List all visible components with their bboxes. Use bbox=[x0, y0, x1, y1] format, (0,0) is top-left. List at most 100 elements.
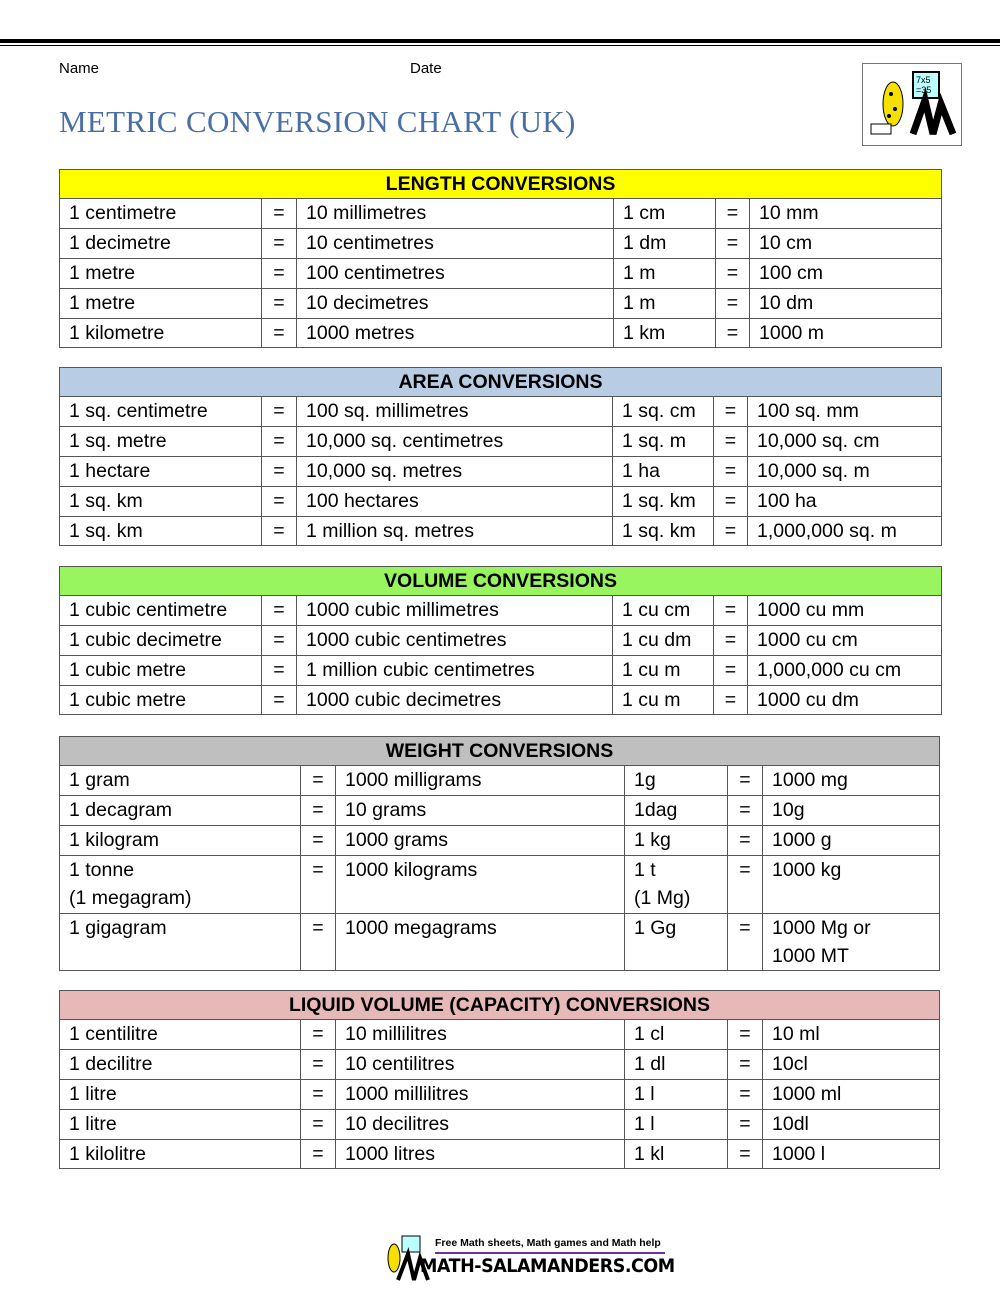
cell-equals: = bbox=[261, 198, 297, 229]
cell-equivalent: 10 millilitres bbox=[335, 1019, 625, 1050]
cell-abbr-equals: = bbox=[715, 288, 750, 319]
liquid-conversions-table: LIQUID VOLUME (CAPACITY) CONVERSIONS 1 ce… bbox=[59, 990, 940, 1169]
table-header: LENGTH CONVERSIONS bbox=[59, 169, 942, 199]
table-header: LIQUID VOLUME (CAPACITY) CONVERSIONS bbox=[59, 990, 940, 1020]
cell-equals: = bbox=[300, 1139, 336, 1169]
cell-abbr-unit: 1 Gg bbox=[624, 913, 728, 971]
cell-abbr-unit: 1 l bbox=[624, 1109, 728, 1140]
cell-abbr-equals: = bbox=[713, 396, 748, 427]
salamander-footer-icon bbox=[387, 1235, 430, 1281]
footer-site-name[interactable]: MATH-SALAMANDERS.COM bbox=[420, 1255, 675, 1277]
table-row: 1 gigagram = 1000 megagrams 1 Gg = 1000 Mg or… bbox=[59, 913, 940, 971]
cell-equivalent: 1000 milligrams bbox=[335, 765, 625, 796]
cell-abbr-equals: = bbox=[715, 198, 750, 229]
cell-abbr-unit: 1 cu cm bbox=[612, 595, 714, 626]
table-row: 1 tonne (1 megagram) = 1000 kilograms 1 t (… bbox=[59, 855, 940, 914]
cell-unit: 1 centilitre bbox=[59, 1019, 301, 1050]
table-row: 1 kilometre = 1000 metres 1 km = 1000 m bbox=[59, 318, 942, 348]
cell-equals: = bbox=[261, 516, 297, 546]
cell-abbr-unit: 1 m bbox=[613, 258, 716, 289]
cell-unit: 1 sq. km bbox=[59, 486, 262, 517]
table-row: 1 litre = 10 decilitres 1 l = 10dl bbox=[59, 1109, 940, 1140]
cell-abbr-equivalent: 1000 g bbox=[762, 825, 940, 856]
cell-abbr-equivalent: 10,000 sq. cm bbox=[747, 426, 942, 457]
cell-abbr-equals: = bbox=[727, 1139, 763, 1169]
cell-equals: = bbox=[261, 685, 297, 715]
cell-unit: 1 cubic decimetre bbox=[59, 625, 262, 656]
cell-abbr-equivalent: 10 cm bbox=[749, 228, 942, 259]
cell-abbr-equivalent: 10cl bbox=[762, 1049, 940, 1080]
date-label: Date bbox=[410, 60, 442, 77]
cell-abbr-equivalent: 1000 ml bbox=[762, 1079, 940, 1110]
cell-equivalent: 1000 cubic centimetres bbox=[296, 625, 613, 656]
cell-unit: 1 kilogram bbox=[59, 825, 301, 856]
cell-equivalent: 1000 megagrams bbox=[335, 913, 625, 971]
cell-abbr-equals: = bbox=[727, 1079, 763, 1110]
cell-abbr-equivalent: 10g bbox=[762, 795, 940, 826]
top-rule bbox=[0, 39, 1000, 43]
cell-abbr-equals: = bbox=[727, 1049, 763, 1080]
cell-equivalent: 1 million sq. metres bbox=[296, 516, 613, 546]
cell-unit: 1 litre bbox=[59, 1109, 301, 1140]
cell-abbr-unit: 1 dm bbox=[613, 228, 716, 259]
table-row: 1 kilolitre = 1000 litres 1 kl = 1000 l bbox=[59, 1139, 940, 1169]
cell-equals: = bbox=[261, 318, 297, 348]
cell-abbr-unit: 1 dl bbox=[624, 1049, 728, 1080]
table-row: 1 cubic centimetre = 1000 cubic millimetre… bbox=[59, 595, 942, 626]
page-title: METRIC CONVERSION CHART (UK) bbox=[59, 104, 576, 139]
table-row: 1 gram = 1000 milligrams 1g = 1000 mg bbox=[59, 765, 940, 796]
cell-equivalent: 10 millimetres bbox=[296, 198, 614, 229]
cell-abbr-unit: 1 cm bbox=[613, 198, 716, 229]
cell-abbr-unit: 1 ha bbox=[612, 456, 714, 487]
cell-abbr-equivalent: 1000 kg bbox=[762, 855, 940, 914]
svg-text:7x5: 7x5 bbox=[916, 75, 931, 85]
cell-abbr-equals: = bbox=[715, 228, 750, 259]
area-conversions-table: AREA CONVERSIONS 1 sq. centimetre = 100 sq.… bbox=[59, 367, 942, 546]
cell-abbr-equals: = bbox=[715, 318, 750, 348]
table-row: 1 cubic metre = 1 million cubic centimetre… bbox=[59, 655, 942, 686]
cell-abbr-equals: = bbox=[713, 685, 748, 715]
cell-abbr-equivalent: 1000 m bbox=[749, 318, 942, 348]
cell-equivalent: 10 decimetres bbox=[296, 288, 614, 319]
cell-abbr-equals: = bbox=[713, 625, 748, 656]
cell-equivalent: 10 decilitres bbox=[335, 1109, 625, 1140]
cell-abbr-equals: = bbox=[713, 655, 748, 686]
cell-abbr-unit: 1 cl bbox=[624, 1019, 728, 1050]
table-row: 1 hectare = 10,000 sq. metres 1 ha = 10,000 s… bbox=[59, 456, 942, 487]
cell-unit: 1 hectare bbox=[59, 456, 262, 487]
cell-equals: = bbox=[261, 625, 297, 656]
footer-brand[interactable]: Free Math sheets, Math games and Math he… bbox=[380, 1234, 680, 1284]
cell-abbr-equivalent: 1,000,000 sq. m bbox=[747, 516, 942, 546]
cell-unit: 1 decimetre bbox=[59, 228, 262, 259]
cell-abbr-equals: = bbox=[727, 795, 763, 826]
table-header: WEIGHT CONVERSIONS bbox=[59, 736, 940, 766]
cell-unit: 1 gram bbox=[59, 765, 301, 796]
name-label: Name bbox=[59, 60, 100, 77]
cell-abbr-equivalent: 10 ml bbox=[762, 1019, 940, 1050]
cell-abbr-equals: = bbox=[713, 426, 748, 457]
cell-unit: 1 litre bbox=[59, 1079, 301, 1110]
cell-abbr-unit: 1 kl bbox=[624, 1139, 728, 1169]
cell-equivalent: 1000 millilitres bbox=[335, 1079, 625, 1110]
cell-equals: = bbox=[261, 258, 297, 289]
cell-equals: = bbox=[300, 1049, 336, 1080]
cell-abbr-equals: = bbox=[715, 258, 750, 289]
cell-equals: = bbox=[261, 456, 297, 487]
cell-abbr-equals: = bbox=[713, 595, 748, 626]
weight-conversions-table: WEIGHT CONVERSIONS 1 gram = 1000 milligrams… bbox=[59, 736, 940, 971]
cell-equivalent: 100 sq. millimetres bbox=[296, 396, 613, 427]
cell-unit: 1 cubic centimetre bbox=[59, 595, 262, 626]
cell-abbr-equals: = bbox=[727, 855, 763, 914]
cell-abbr-unit: 1 km bbox=[613, 318, 716, 348]
cell-equivalent: 1000 cubic decimetres bbox=[296, 685, 613, 715]
cell-equivalent: 10,000 sq. centimetres bbox=[296, 426, 613, 457]
cell-abbr-equivalent: 1000 cu dm bbox=[747, 685, 942, 715]
cell-equals: = bbox=[300, 825, 336, 856]
table-header: AREA CONVERSIONS bbox=[59, 367, 942, 397]
cell-equivalent: 1 million cubic centimetres bbox=[296, 655, 613, 686]
table-row: 1 decagram = 10 grams 1dag = 10g bbox=[59, 795, 940, 826]
cell-abbr-unit: 1 m bbox=[613, 288, 716, 319]
cell-abbr-unit: 1dag bbox=[624, 795, 728, 826]
cell-unit: 1 sq. metre bbox=[59, 426, 262, 457]
salamander-logo: 7x5 =35 bbox=[862, 63, 962, 146]
